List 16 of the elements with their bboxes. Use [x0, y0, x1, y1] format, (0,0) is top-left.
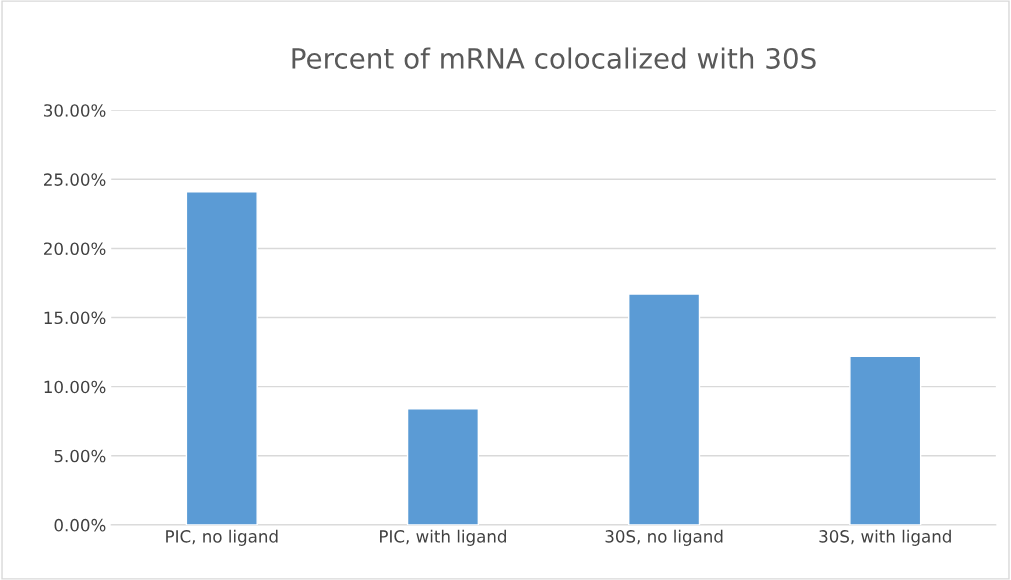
- y-tick-label: 0.00%: [54, 518, 106, 532]
- y-tick-label: 5.00%: [54, 449, 106, 463]
- x-tick-label: PIC, with ligand: [380, 529, 506, 546]
- bar: [849, 355, 922, 525]
- y-tick-label: 10.00%: [44, 380, 106, 394]
- x-tick-label: 30S, with ligand: [819, 529, 951, 546]
- y-tick-label: 15.00%: [44, 311, 106, 325]
- y-tick-label: 30.00%: [44, 104, 106, 117]
- y-tick-label: 25.00%: [44, 173, 106, 186]
- x-tick-label: 30S, no ligand: [605, 529, 723, 546]
- chart-title: Percent of mRNA colocalized with 30S: [292, 47, 816, 69]
- bar: [406, 408, 480, 525]
- bar: [628, 293, 701, 525]
- x-tick-label: PIC, no ligand: [166, 529, 278, 546]
- bar: [185, 191, 258, 525]
- y-tick-label: 20.00%: [44, 242, 106, 255]
